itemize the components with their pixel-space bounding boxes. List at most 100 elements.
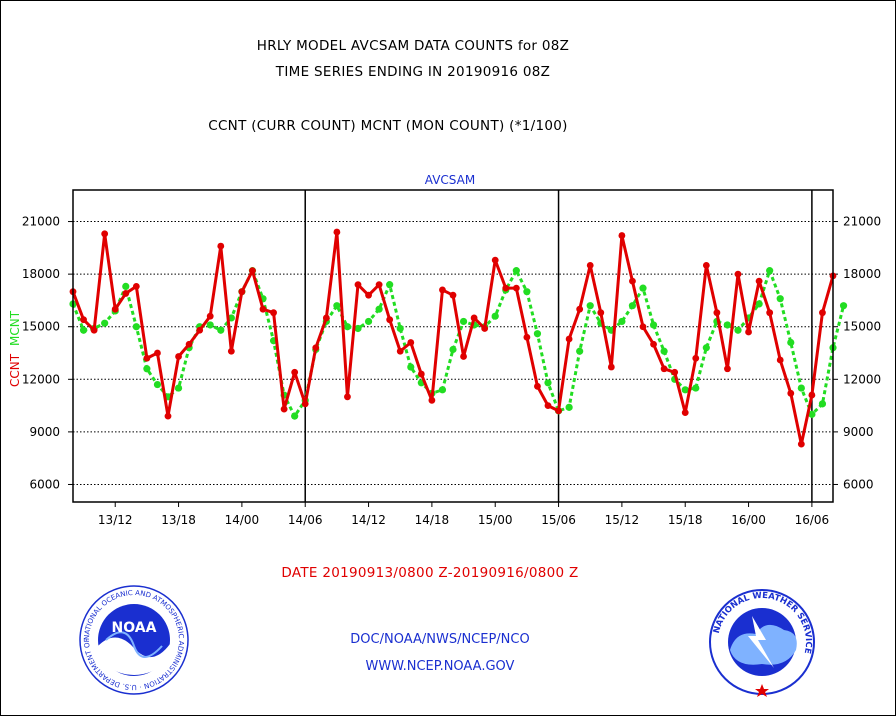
data-point-mcnt bbox=[143, 365, 151, 373]
data-point-ccnt bbox=[312, 344, 320, 352]
ytick-label-left: 6000 bbox=[29, 477, 60, 491]
data-point-mcnt bbox=[343, 323, 352, 331]
data-point-mcnt bbox=[438, 386, 447, 394]
data-point-ccnt bbox=[766, 309, 774, 317]
data-point-ccnt bbox=[555, 407, 562, 415]
data-point-mcnt bbox=[639, 284, 647, 292]
data-point-mcnt bbox=[364, 317, 373, 326]
xtick-label: 15/12 bbox=[605, 513, 640, 527]
y-ticks-left: 6000 9000 12000 15000 18000 21000 bbox=[22, 215, 73, 491]
data-point-ccnt bbox=[776, 356, 784, 364]
noaa-letters: NOAA bbox=[112, 620, 157, 636]
data-point-mcnt bbox=[491, 312, 499, 320]
data-point-mcnt bbox=[649, 321, 658, 329]
date-range-label: DATE 20190913/0800 Z-20190916/0800 Z bbox=[281, 565, 579, 581]
plot-title: AVCSAM bbox=[425, 173, 475, 187]
ytick-label-left: 9000 bbox=[29, 425, 60, 439]
data-point-mcnt bbox=[766, 267, 774, 275]
data-point-ccnt bbox=[259, 305, 267, 313]
data-point-ccnt bbox=[660, 365, 668, 373]
data-point-ccnt bbox=[576, 305, 584, 313]
xtick-label: 14/00 bbox=[225, 513, 260, 527]
data-point-ccnt bbox=[365, 291, 372, 299]
data-point-mcnt bbox=[544, 379, 552, 387]
data-point-mcnt bbox=[628, 302, 637, 310]
data-point-ccnt bbox=[249, 267, 256, 275]
data-point-ccnt bbox=[724, 365, 731, 373]
data-point-ccnt bbox=[291, 368, 299, 376]
data-point-ccnt bbox=[396, 347, 404, 355]
data-point-ccnt bbox=[270, 309, 277, 317]
url-label: WWW.NCEP.NOAA.GOV bbox=[365, 659, 515, 674]
data-point-ccnt bbox=[217, 242, 225, 250]
chart-title-line1: HRLY MODEL AVCSAM DATA COUNTS for 08Z bbox=[256, 38, 570, 54]
data-point-ccnt bbox=[280, 405, 288, 413]
xtick-label: 16/00 bbox=[731, 513, 766, 527]
data-point-ccnt bbox=[470, 314, 478, 322]
data-point-ccnt bbox=[512, 284, 520, 292]
data-point-mcnt bbox=[523, 288, 531, 296]
data-point-ccnt bbox=[449, 291, 457, 299]
day-dividers bbox=[304, 190, 813, 502]
ytick-label-left: 21000 bbox=[22, 215, 60, 229]
data-point-mcnt bbox=[333, 302, 341, 310]
data-point-mcnt bbox=[565, 403, 573, 411]
data-point-ccnt bbox=[597, 309, 605, 317]
data-point-ccnt bbox=[185, 340, 193, 348]
data-point-mcnt bbox=[79, 326, 88, 334]
data-point-mcnt bbox=[449, 345, 457, 354]
data-point-ccnt bbox=[650, 340, 657, 348]
data-point-ccnt bbox=[787, 389, 795, 397]
data-point-ccnt bbox=[745, 328, 752, 336]
data-point-ccnt bbox=[618, 232, 626, 239]
nws-logo: NATIONAL WEATHER SERVICE bbox=[709, 589, 815, 697]
data-point-mcnt bbox=[153, 380, 162, 389]
data-point-mcnt bbox=[692, 384, 700, 392]
data-point-mcnt bbox=[755, 300, 763, 308]
xtick-label: 14/06 bbox=[288, 513, 323, 527]
data-point-ccnt bbox=[175, 353, 182, 360]
xtick-label: 14/12 bbox=[351, 513, 386, 527]
data-point-ccnt bbox=[90, 326, 98, 334]
data-point-mcnt bbox=[375, 305, 383, 313]
series-ccnt bbox=[69, 228, 837, 448]
data-point-mcnt bbox=[533, 330, 542, 338]
data-point-mcnt bbox=[776, 295, 784, 303]
data-point-ccnt bbox=[417, 370, 425, 378]
data-point-mcnt bbox=[787, 338, 795, 347]
data-point-mcnt bbox=[702, 344, 710, 352]
data-point-ccnt bbox=[428, 396, 436, 404]
xtick-label: 14/18 bbox=[415, 513, 450, 527]
data-point-ccnt bbox=[692, 354, 700, 362]
data-point-mcnt bbox=[586, 302, 594, 310]
noaa-ring-text: NATIONAL OCEANIC AND ATMOSPHERIC ADMINIS… bbox=[0, 0, 185, 691]
data-point-ccnt bbox=[354, 281, 362, 289]
data-point-ccnt bbox=[439, 286, 446, 294]
data-point-mcnt bbox=[206, 321, 214, 329]
data-point-ccnt bbox=[523, 333, 531, 341]
data-point-ccnt bbox=[586, 261, 594, 269]
series-line-ccnt bbox=[71, 230, 835, 446]
data-point-ccnt bbox=[164, 412, 172, 420]
data-point-ccnt bbox=[301, 400, 309, 408]
data-point-ccnt bbox=[671, 368, 679, 376]
data-point-ccnt bbox=[227, 347, 235, 355]
data-point-mcnt bbox=[459, 317, 468, 326]
xtick-label: 15/18 bbox=[668, 513, 703, 527]
xtick-label: 15/06 bbox=[541, 513, 576, 527]
data-point-mcnt bbox=[808, 410, 816, 418]
data-point-ccnt bbox=[460, 353, 467, 360]
chart-title-line2: TIME SERIES ENDING IN 20190916 08Z bbox=[275, 64, 551, 80]
ytick-label-right: 12000 bbox=[843, 372, 881, 386]
noaa-logo: NATIONAL OCEANIC AND ATMOSPHERIC ADMINIS… bbox=[0, 0, 189, 695]
data-point-mcnt bbox=[407, 363, 415, 371]
data-point-ccnt bbox=[386, 316, 394, 324]
data-point-ccnt bbox=[544, 402, 552, 409]
ytick-label-right: 6000 bbox=[843, 477, 874, 491]
data-point-ccnt bbox=[322, 314, 330, 322]
data-point-ccnt bbox=[122, 290, 130, 297]
data-point-mcnt bbox=[681, 386, 689, 394]
data-point-mcnt bbox=[512, 267, 520, 275]
data-point-ccnt bbox=[132, 283, 140, 290]
